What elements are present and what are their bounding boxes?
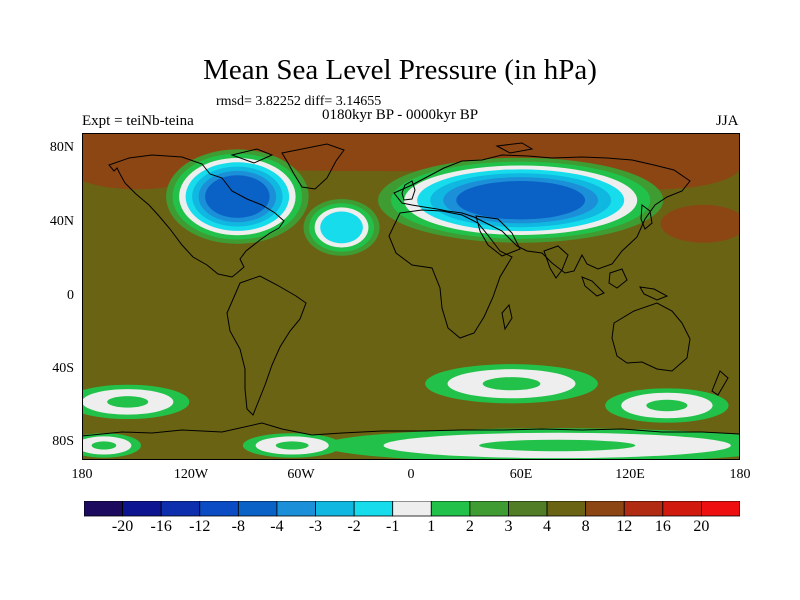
colorbar-label: -12 xyxy=(189,518,211,535)
coast-greenland xyxy=(281,143,345,190)
ross-sea-ring-contour xyxy=(91,441,117,450)
weddell-sea-ring-contour xyxy=(275,441,309,450)
colorbar-swatch xyxy=(662,501,702,517)
southern-ocean-ring-west-contour xyxy=(107,396,149,408)
lon-label-120w: 120W xyxy=(173,467,209,482)
lon-label-60e: 60E xyxy=(509,467,533,482)
colorbar-swatch xyxy=(430,501,471,517)
colorbar-swatch xyxy=(276,501,316,517)
colorbar-label: -2 xyxy=(347,518,361,535)
lon-label-120e: 120E xyxy=(615,467,645,482)
coast-eurasia xyxy=(393,154,691,274)
coast-arabia xyxy=(475,215,521,257)
southern-ocean-ring-east-contour xyxy=(646,399,688,412)
coast-australia xyxy=(611,302,691,372)
coast-antarctica xyxy=(82,422,740,437)
colorbar-swatch xyxy=(199,501,239,517)
coast-india xyxy=(543,245,569,279)
coast-sumatra xyxy=(581,276,605,297)
lat-label-40n: 40N xyxy=(49,214,74,229)
colorbar-label: 8 xyxy=(581,518,590,535)
colorbar-swatch xyxy=(84,501,123,517)
colorbar-label: -20 xyxy=(111,518,134,535)
colorbar-swatch xyxy=(585,501,625,517)
colorbar-swatch xyxy=(160,501,201,517)
lon-label-0: 0 xyxy=(407,467,415,482)
tropical-pacific-high-contour xyxy=(82,259,209,316)
colorbar-swatch xyxy=(392,501,432,517)
map-frame xyxy=(82,133,740,460)
coast-arctic-islands xyxy=(230,142,534,164)
northwest-pacific-high-contour xyxy=(660,204,740,243)
colorbar xyxy=(84,501,740,517)
colorbar-label: -1 xyxy=(386,518,400,535)
colorbar-label: 2 xyxy=(465,518,474,535)
coast-new-guinea xyxy=(639,286,669,301)
lon-label-180e: 180 xyxy=(729,467,751,482)
stats-label: rmsd= 3.82252 diff= 3.14655 xyxy=(216,94,382,109)
coast-borneo xyxy=(608,268,628,289)
south-indian-ocean-ring-contour xyxy=(482,377,541,391)
colorbar-label: 20 xyxy=(693,518,710,535)
colorbar-label: 3 xyxy=(504,518,513,535)
eurasia-low-contour xyxy=(469,184,573,216)
colorbar-swatch xyxy=(353,501,394,517)
colorbar-label: 1 xyxy=(427,518,436,535)
season-label: JJA xyxy=(716,113,739,129)
colorbar-swatch xyxy=(508,501,548,517)
colorbar-label: -16 xyxy=(150,518,172,535)
lat-label-80n: 80N xyxy=(49,140,74,155)
coast-south-america xyxy=(226,275,307,416)
lon-label-60w: 60W xyxy=(287,467,315,482)
colorbar-label: -8 xyxy=(231,518,245,535)
coast-japan xyxy=(640,204,653,230)
lat-label-80s: 80S xyxy=(52,434,74,449)
colorbar-label: -3 xyxy=(308,518,323,535)
colorbar-swatch xyxy=(546,501,587,517)
colorbar-label: 12 xyxy=(616,518,633,535)
colorbar-label: 4 xyxy=(543,518,552,535)
colorbar-label: -4 xyxy=(270,518,284,535)
north-america-low-contour xyxy=(211,179,264,214)
colorbar-swatch xyxy=(122,501,162,517)
north-atlantic-low-contour xyxy=(325,215,358,240)
colorbar-label: 16 xyxy=(654,518,671,535)
colorbar-swatch xyxy=(469,501,509,517)
colorbar-swatch xyxy=(237,501,278,517)
pressure-map xyxy=(82,133,740,460)
lat-label-0: 0 xyxy=(67,288,74,303)
coast-new-zealand xyxy=(711,370,729,396)
lat-label-40s: 40S xyxy=(52,361,74,376)
coastlines xyxy=(82,142,740,437)
lon-label-180w: 180 xyxy=(71,467,93,482)
colorbar-swatch xyxy=(623,501,664,517)
coast-north-america xyxy=(108,154,285,278)
period-label: 0180kyr BP - 0000kyr BP xyxy=(322,107,479,123)
coast-uk xyxy=(401,180,416,201)
colorbar-swatch xyxy=(315,501,355,517)
colorbar-swatch xyxy=(701,501,740,517)
coast-madagascar xyxy=(501,303,513,331)
coast-africa xyxy=(388,209,513,339)
chart-title: Mean Sea Level Pressure (in hPa) xyxy=(203,54,597,86)
antarctica-ring-contour xyxy=(479,439,636,452)
experiment-label: Expt = teiNb-teina xyxy=(82,113,194,129)
